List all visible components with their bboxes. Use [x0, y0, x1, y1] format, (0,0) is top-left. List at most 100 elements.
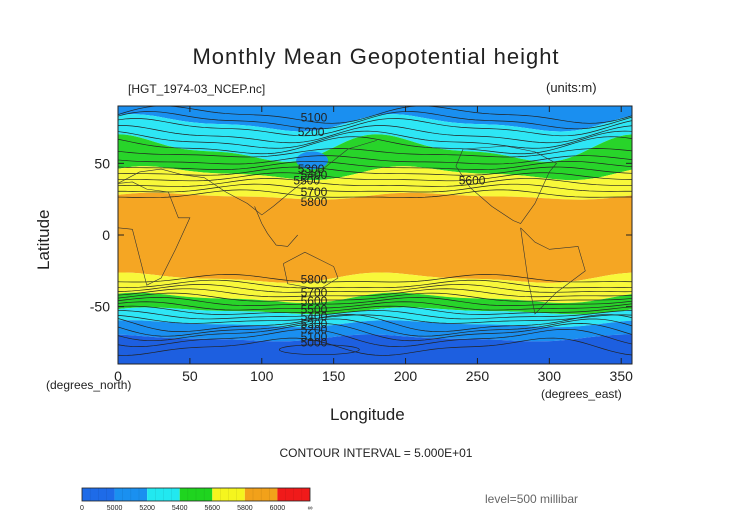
- band-deep-blue-north: [118, 106, 632, 132]
- contour-line: [118, 106, 632, 124]
- contour-line: [118, 337, 632, 356]
- contour-line: [118, 284, 632, 293]
- contour-line: [118, 318, 632, 337]
- contour-line: [118, 111, 632, 130]
- x-tick-label: 300: [538, 368, 562, 384]
- x-tick-label: 0: [114, 368, 122, 384]
- band-deep-blue-south: [118, 334, 632, 364]
- contour-line: [118, 314, 632, 324]
- band-cyan-north: [118, 114, 632, 162]
- y-tick-label: 50: [94, 155, 110, 171]
- contour-line: [118, 328, 632, 348]
- band-cyan-south: [118, 307, 632, 328]
- colorbar-bin: [212, 488, 245, 501]
- colorbar-label: 5200: [139, 505, 155, 512]
- colorbar-label: 5000: [107, 505, 123, 512]
- x-tick-label: 350: [610, 368, 634, 384]
- chart-subtitle-units: (units:m): [546, 80, 597, 95]
- y-tick-label: -50: [90, 299, 110, 315]
- y-axis-units: (degrees_north): [46, 378, 132, 392]
- contour-label: 5800: [301, 195, 328, 209]
- contour-line: [118, 310, 632, 320]
- y-tick-label: 0: [102, 227, 110, 243]
- x-tick-label: 100: [250, 368, 274, 384]
- contour-label: 5500: [293, 174, 320, 188]
- coastline: [520, 227, 586, 315]
- colorbar-frame: [81, 487, 311, 502]
- contour-line: [118, 130, 632, 149]
- contour-line: [118, 274, 632, 283]
- contour-line: [118, 125, 632, 144]
- contour-lines: [118, 106, 632, 356]
- contour-label: 5600: [301, 294, 328, 308]
- contour-line: [118, 183, 632, 193]
- colorbar-bin: [147, 488, 180, 501]
- band-orange-tropics: [118, 192, 632, 283]
- contour-label: 5100: [301, 110, 328, 124]
- chart-title: Monthly Mean Geopotential height: [192, 44, 560, 69]
- x-axis-ticks: 0 50 100 150 200 250 300 350: [114, 106, 633, 384]
- colorbar-label: 5800: [237, 505, 253, 512]
- x-tick-label: 150: [322, 368, 346, 384]
- colorbar-bin: [82, 488, 115, 501]
- colorbar-label: 5400: [172, 505, 188, 512]
- x-axis-label: Longitude: [330, 405, 405, 424]
- colorbar-bin: [244, 488, 278, 501]
- coastline: [455, 145, 557, 224]
- contour-line: [118, 189, 632, 198]
- contour-label: 5700: [301, 285, 328, 299]
- contour-line: [118, 118, 632, 137]
- band-yellow-north: [118, 166, 632, 200]
- contour-line: [118, 178, 632, 187]
- contour-label: 5200: [298, 125, 325, 139]
- x-axis-units: (degrees_east): [541, 387, 622, 401]
- x-tick-label: 250: [466, 368, 490, 384]
- contour-label: 5400: [301, 168, 328, 182]
- contour-line: [118, 292, 632, 302]
- colorbar-label: 0: [80, 505, 84, 512]
- colorbar-legend: 0 5000 5200 5400 5600 5800 6000 ∞: [80, 487, 313, 512]
- coastline: [118, 181, 191, 286]
- contour-label: 5100: [301, 330, 328, 344]
- contour-line: [118, 148, 632, 158]
- contour-line: [118, 279, 632, 289]
- contour-label: 5000: [301, 336, 328, 350]
- contour-label: 5500: [301, 303, 328, 317]
- colorbar-label: ∞: [308, 505, 313, 512]
- contour-line: [118, 155, 632, 165]
- contour-label: 5300: [301, 317, 328, 331]
- x-tick-label: 50: [182, 368, 198, 384]
- contour-line: [118, 305, 632, 315]
- contour-line: [118, 172, 632, 182]
- colorbar-bin: [277, 488, 310, 501]
- contour-label: 5700: [301, 185, 328, 199]
- colorbar-bin: [114, 488, 148, 501]
- level-note: level=500 millibar: [485, 492, 579, 506]
- chart-subtitle-filename: [HGT_1974-03_NCEP.nc]: [128, 82, 266, 96]
- contour-line: [118, 314, 632, 333]
- coastline: [254, 206, 298, 247]
- contour-line: [118, 301, 632, 311]
- colorbar-bin: [179, 488, 213, 501]
- contour-label: 5600: [459, 174, 486, 188]
- contour-interval-note: CONTOUR INTERVAL = 5.000E+01: [279, 446, 473, 460]
- band-blue-south: [118, 320, 632, 342]
- contour-label: 5200: [301, 323, 328, 337]
- contour-line: [278, 344, 360, 356]
- y-axis-ticks: 50 0 -50: [90, 155, 632, 315]
- contour-line: [118, 166, 632, 176]
- contour-label: 5300: [298, 162, 325, 176]
- contour-line: [118, 323, 632, 342]
- contour-line: [118, 136, 632, 155]
- colorbar-label: 5600: [204, 505, 220, 512]
- coastline: [118, 140, 377, 216]
- coastline: [283, 251, 339, 290]
- filled-contour-bands: [118, 106, 632, 364]
- contour-label: 5800: [301, 272, 328, 286]
- contour-label: 5400: [301, 310, 328, 324]
- contour-line: [118, 160, 632, 170]
- contour-line: [118, 297, 632, 306]
- colorbar-label: 6000: [270, 505, 286, 512]
